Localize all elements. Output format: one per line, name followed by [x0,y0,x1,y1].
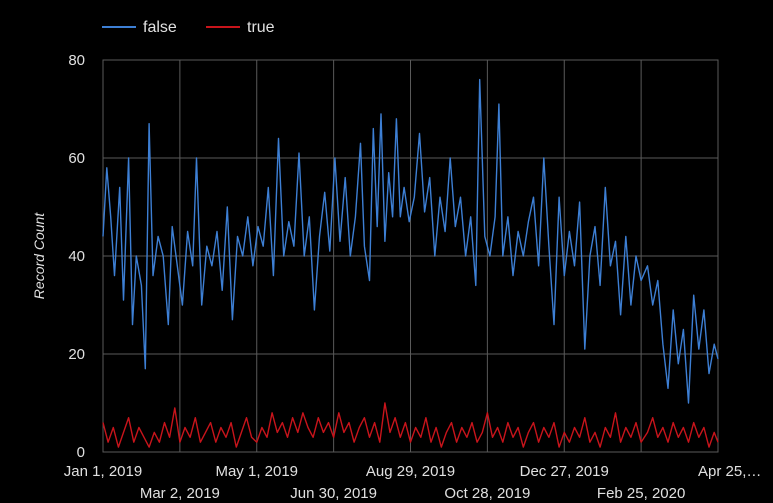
legend-label: false [143,19,177,36]
y-tick-label: 20 [68,346,85,363]
legend-item-true[interactable]: true [206,19,275,36]
series-lines [102,78,719,448]
y-axis: 0 20 40 60 80 [68,52,85,461]
x-axis: Jan 1, 2019 Mar 2, 2019 May 1, 2019 Jun 30,… [64,463,762,502]
y-tick-label: 80 [68,52,85,69]
x-tick-label: Aug 29, 2019 [366,463,455,480]
x-tick-label: May 1, 2019 [215,463,298,480]
legend[interactable]: false true [102,19,275,36]
series-line-false [102,78,719,404]
x-tick-label: Oct 28, 2019 [444,485,530,502]
x-tick-label: Feb 25, 2020 [597,485,685,502]
x-tick-label: Apr 25,… [698,463,761,480]
y-axis-label: Record Count [31,212,47,299]
x-tick-label: Mar 2, 2019 [140,485,220,502]
series-line-true [102,402,719,448]
x-tick-label: Jun 30, 2019 [290,485,377,502]
y-tick-label: 60 [68,150,85,167]
grid [102,59,719,453]
y-tick-label: 0 [77,444,85,461]
legend-label: true [247,19,275,36]
y-tick-label: 40 [68,248,85,265]
legend-item-false[interactable]: false [102,19,177,36]
x-tick-label: Dec 27, 2019 [520,463,609,480]
x-tick-label: Jan 1, 2019 [64,463,142,480]
